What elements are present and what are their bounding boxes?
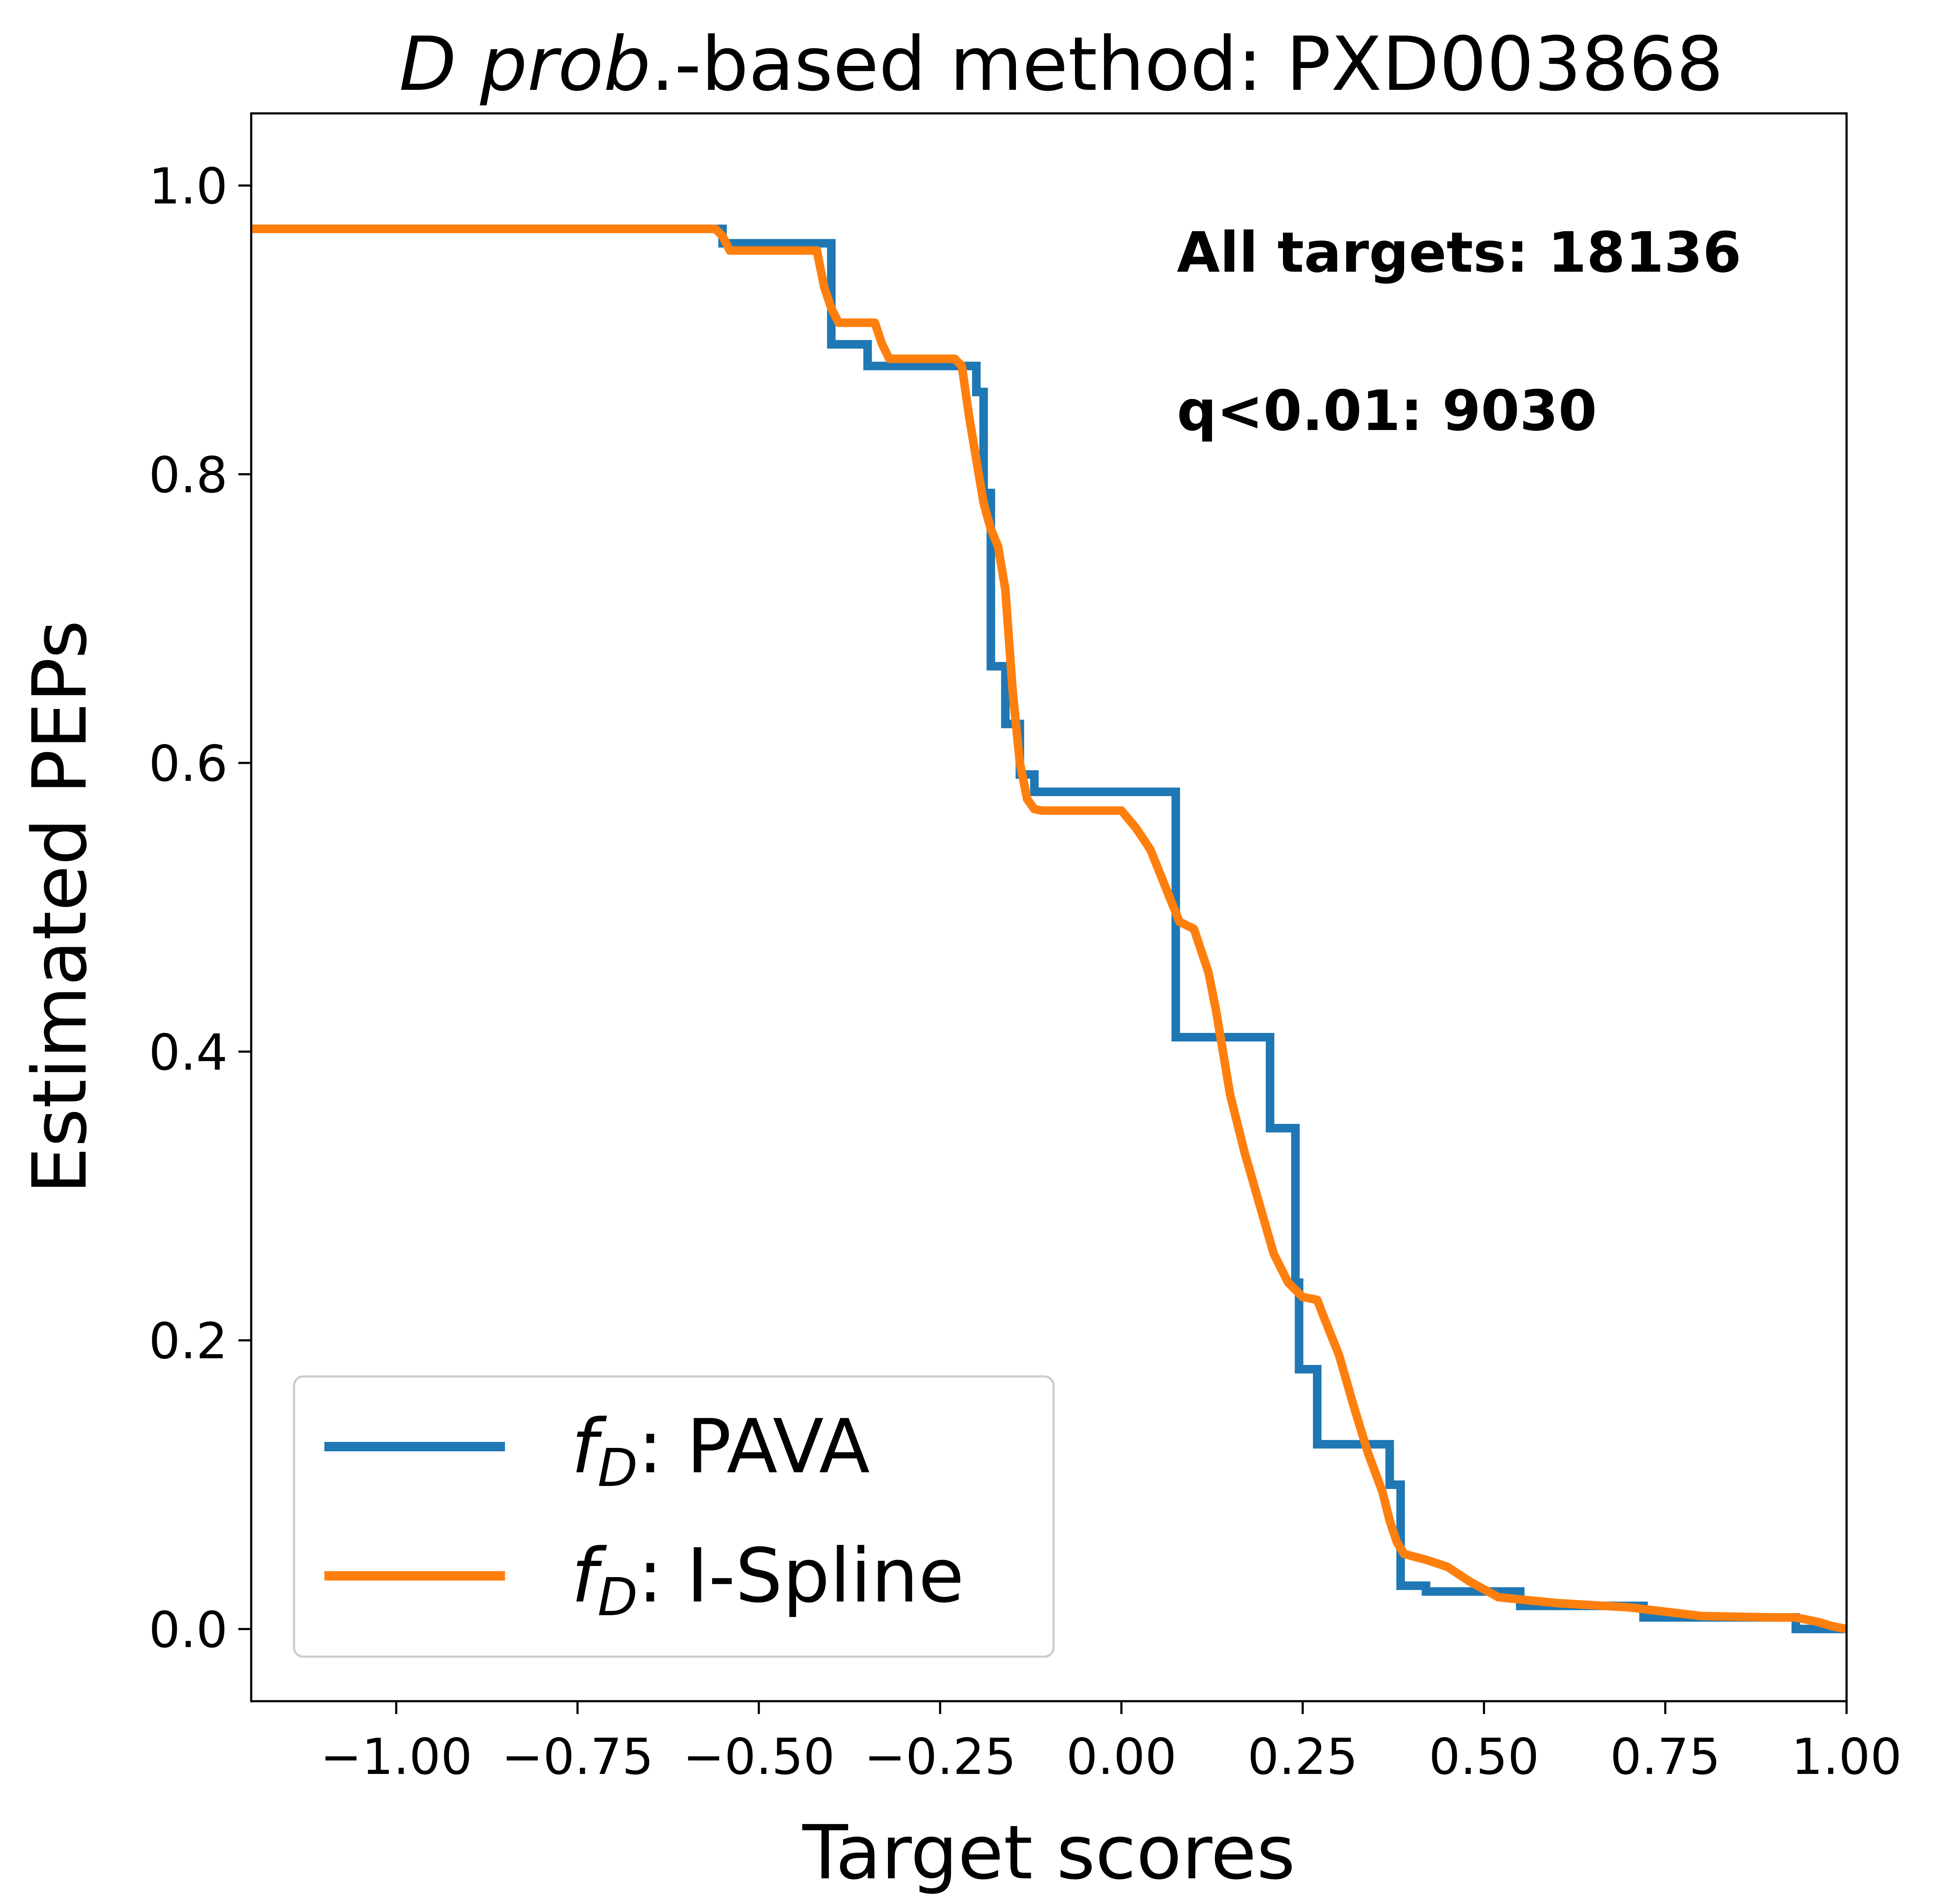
legend-label-ispline: fD: I-Spline bbox=[571, 1533, 964, 1628]
x-tick-label: 0.50 bbox=[1429, 1728, 1539, 1786]
series-line-ispline bbox=[251, 224, 1847, 1634]
x-tick-label: 1.00 bbox=[1791, 1728, 1902, 1786]
title-rest: .-based method: PXD003868 bbox=[651, 21, 1724, 108]
x-axis-ticks: −1.00 −0.75 −0.50 −0.25 0.00 0.25 0.50 0.75 1.00 bbox=[320, 1701, 1902, 1786]
annotation-q-threshold: q<0.01: 9030 bbox=[1177, 378, 1597, 443]
y-tick-label: 0.8 bbox=[149, 446, 228, 504]
x-tick-label: −0.50 bbox=[683, 1728, 834, 1786]
x-axis-title: Target scores bbox=[802, 1809, 1295, 1896]
title-italic-part: D prob bbox=[399, 21, 650, 108]
x-tick-label: 0.75 bbox=[1610, 1728, 1720, 1786]
x-tick-label: −0.75 bbox=[502, 1728, 653, 1786]
y-tick-label: 0.4 bbox=[149, 1024, 228, 1082]
y-tick-label: 0.2 bbox=[149, 1313, 228, 1370]
chart-title: D prob.-based method: PXD003868 bbox=[399, 21, 1723, 108]
legend: fD: PAVA fD: I-Spline bbox=[293, 1375, 1055, 1658]
y-tick-label: 0.6 bbox=[149, 735, 228, 793]
plot-frame bbox=[250, 112, 1848, 1702]
y-tick-label: 1.0 bbox=[149, 158, 228, 216]
series-line-pava bbox=[251, 224, 1847, 1634]
y-axis-ticks: 0.0 0.2 0.4 0.6 0.8 1.0 bbox=[149, 158, 251, 1659]
series-layer bbox=[251, 224, 1847, 1634]
y-tick-label: 0.0 bbox=[149, 1601, 228, 1659]
x-tick-label: −0.25 bbox=[864, 1728, 1016, 1786]
y-axis-title: Estimated PEPs bbox=[17, 620, 104, 1194]
annotation-all-targets: All targets: 18136 bbox=[1177, 220, 1741, 285]
x-tick-label: 0.00 bbox=[1066, 1728, 1176, 1786]
x-tick-label: −1.00 bbox=[320, 1728, 472, 1786]
x-tick-label: 0.25 bbox=[1247, 1728, 1358, 1786]
